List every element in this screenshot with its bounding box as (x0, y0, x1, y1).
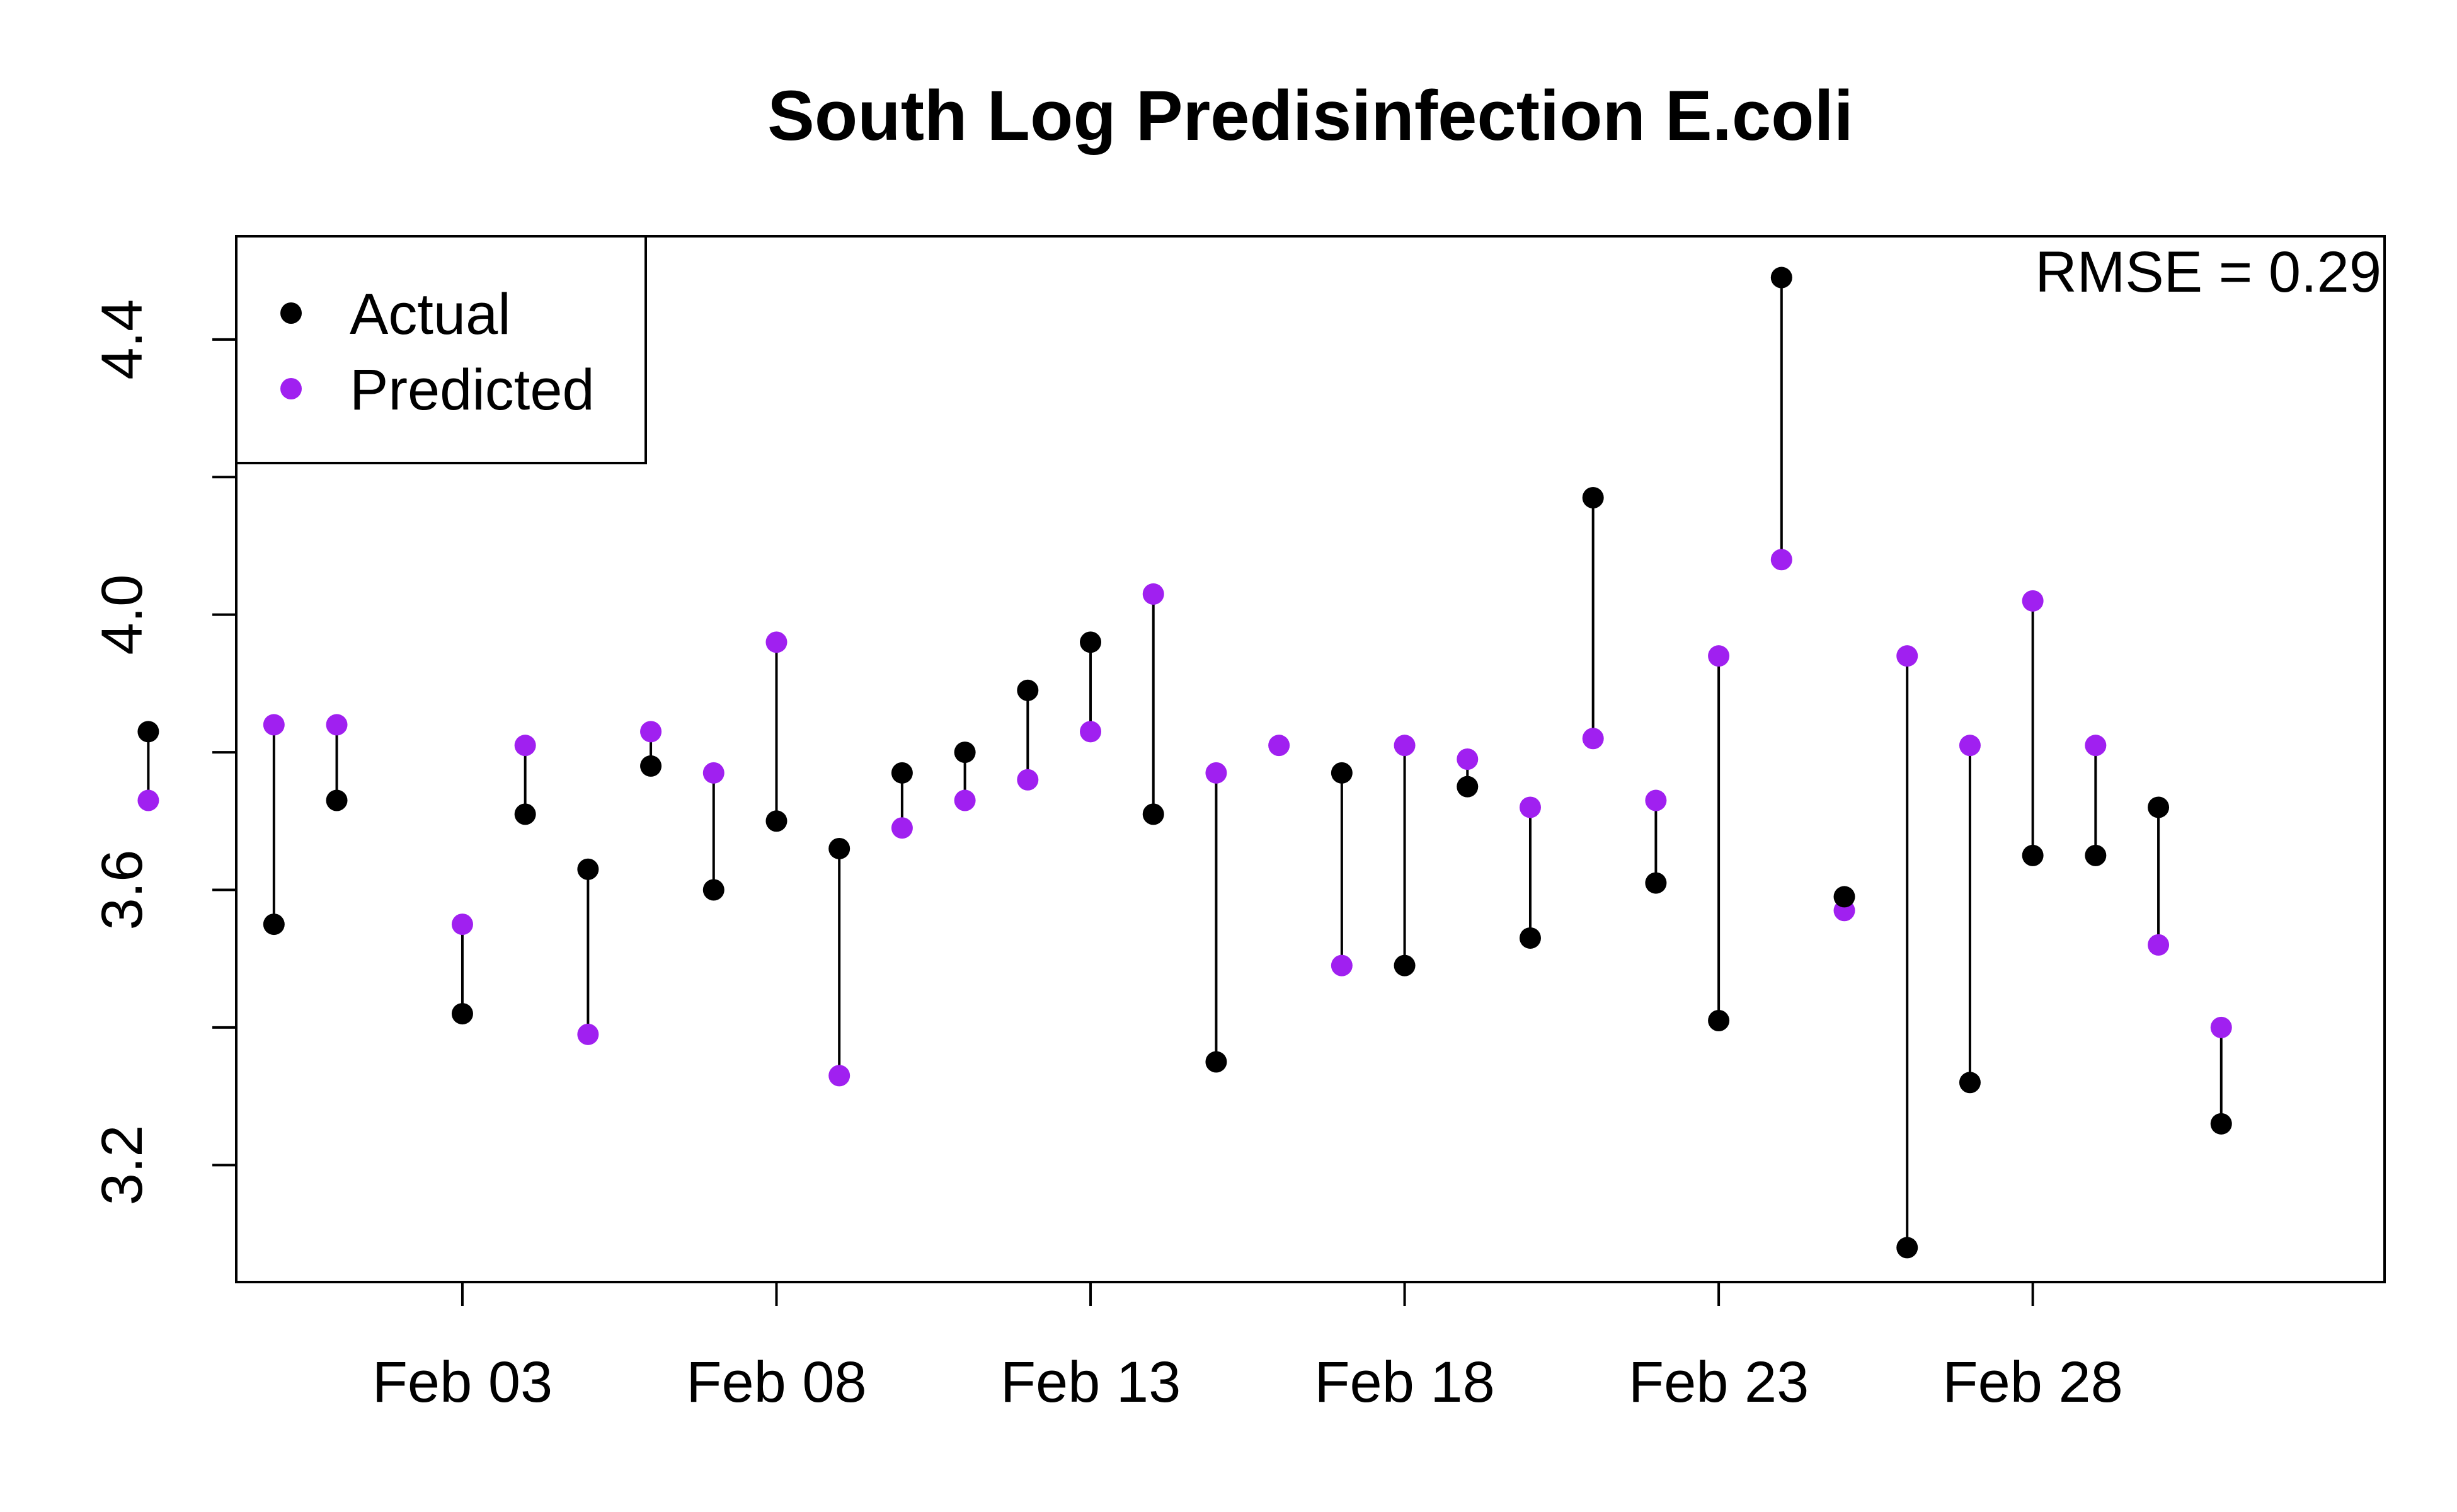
predicted-point (1896, 645, 1918, 667)
predicted-point (1017, 769, 1039, 791)
predicted-point (891, 817, 913, 839)
x-tick-label: Feb 28 (1942, 1350, 2122, 1414)
predicted-point (1959, 735, 1981, 757)
predicted-point (2022, 590, 2044, 612)
residual-segments (147, 277, 2223, 1248)
predicted-point (1394, 735, 1416, 757)
actual-point (828, 837, 850, 859)
actual-point (2022, 844, 2044, 866)
actual-point (2085, 844, 2107, 866)
predicted-point (702, 762, 724, 784)
actual-point (1582, 487, 1604, 508)
predicted-point (765, 631, 788, 653)
predicted-point (326, 714, 348, 736)
predicted-point (1708, 645, 1730, 667)
actual-point (702, 879, 724, 901)
predicted-point (514, 735, 536, 757)
x-tick-label: Feb 18 (1314, 1350, 1494, 1414)
actual-point (263, 914, 285, 936)
legend: Actual Predicted (235, 235, 647, 464)
actual-point (1770, 266, 1792, 289)
predicted-point (451, 914, 473, 936)
x-tick-label: Feb 23 (1629, 1350, 1809, 1414)
legend-label-actual: Actual (350, 282, 511, 346)
actual-point (2148, 796, 2170, 818)
actual-point (891, 762, 913, 784)
legend-label-predicted: Predicted (350, 358, 595, 422)
actual-point (1394, 954, 1416, 976)
chart-title: South Log Predisinfection E.coli (767, 76, 1853, 155)
predicted-point (137, 789, 159, 811)
actual-point (137, 721, 159, 743)
legend-marker-actual (280, 302, 302, 324)
predicted-point (1205, 762, 1227, 784)
predicted-point (1519, 796, 1541, 818)
x-tick-label: Feb 08 (686, 1350, 866, 1414)
y-axis: 3.2 3.6 4.0 4.4 (90, 299, 238, 1205)
predicted-point (954, 789, 976, 811)
actual-point (1331, 762, 1353, 784)
predicted-point (577, 1023, 599, 1045)
predicted-point (1080, 721, 1102, 743)
y-tick-label: 3.2 (90, 1125, 154, 1205)
actual-point (1645, 872, 1667, 894)
predicted-point (1645, 789, 1667, 811)
actual-point (1519, 927, 1541, 949)
predicted-point (1142, 583, 1164, 605)
y-tick-label: 4.4 (90, 299, 154, 380)
legend-marker-predicted (280, 378, 302, 399)
actual-point (1205, 1051, 1227, 1073)
predicted-point (1331, 954, 1353, 976)
x-axis: Feb 03 Feb 08 Feb 13 Feb 18 Feb 23 Feb 28 (372, 1281, 2123, 1414)
predicted-point (1268, 735, 1290, 757)
x-tick-label: Feb 03 (372, 1350, 553, 1414)
actual-point (1959, 1072, 1981, 1094)
actual-point (2210, 1113, 2232, 1135)
actual-point (765, 810, 788, 832)
actual-point (1457, 776, 1479, 798)
predicted-point (1582, 728, 1604, 750)
y-tick-label: 4.0 (90, 575, 154, 655)
legend-box (235, 235, 647, 464)
actual-point (1017, 679, 1039, 701)
predicted-point (640, 721, 662, 743)
predicted-point (1770, 549, 1792, 571)
predicted-point (2148, 934, 2170, 956)
predicted-points (137, 549, 2232, 1087)
rmse-annotation: RMSE = 0.29 (2035, 240, 2381, 304)
actual-point (577, 858, 599, 880)
actual-point (640, 755, 662, 777)
predicted-point (2085, 735, 2107, 757)
actual-point (1708, 1010, 1730, 1031)
actual-point (326, 789, 348, 811)
actual-point (1142, 803, 1164, 825)
predicted-point (828, 1065, 850, 1087)
actual-point (1833, 886, 1855, 908)
y-tick-label: 3.6 (90, 850, 154, 931)
actual-point (1080, 631, 1102, 653)
actual-point (514, 803, 536, 825)
predicted-point (2210, 1016, 2232, 1038)
actual-points (137, 266, 2232, 1259)
actual-point (954, 742, 976, 764)
x-tick-label: Feb 13 (1000, 1350, 1181, 1414)
predicted-point (263, 714, 285, 736)
predicted-point (1457, 748, 1479, 770)
actual-point (1896, 1237, 1918, 1259)
actual-point (451, 1003, 473, 1025)
